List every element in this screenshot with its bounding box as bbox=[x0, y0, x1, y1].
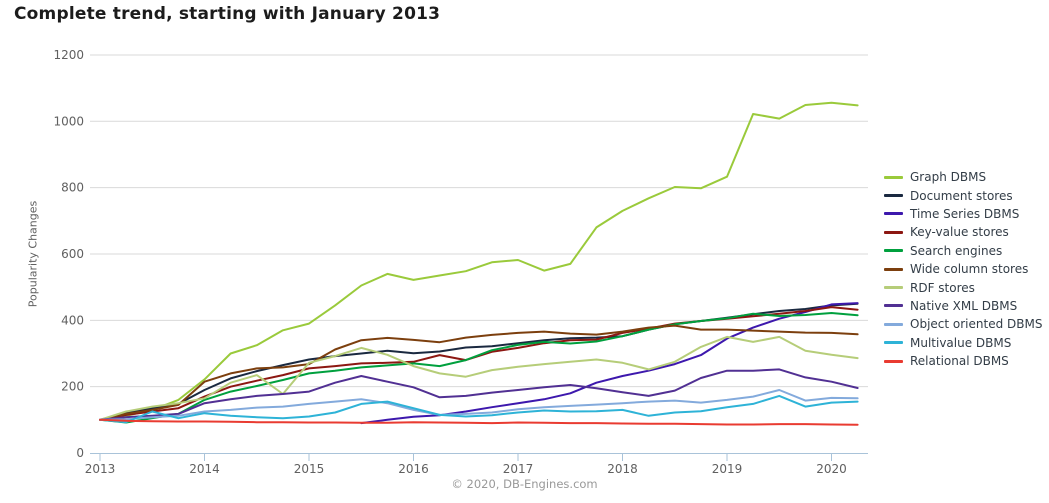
x-tick-label: 2017 bbox=[503, 462, 534, 476]
y-tick-label: 1200 bbox=[53, 48, 84, 62]
legend-label: Relational DBMS bbox=[910, 354, 1009, 369]
series-line-key-value-stores[interactable] bbox=[99, 306, 859, 421]
series-line-graph-dbms[interactable] bbox=[99, 101, 859, 421]
legend-label: Multivalue DBMS bbox=[910, 335, 1012, 350]
series-line-wide-column-stores[interactable] bbox=[99, 324, 859, 421]
legend-item-rdf-stores[interactable]: RDF stores bbox=[884, 278, 1042, 296]
legend-label: Search engines bbox=[910, 243, 1003, 258]
legend-swatch-relational-dbms bbox=[884, 359, 903, 363]
legend-swatch-key-value-stores bbox=[884, 230, 903, 234]
legend-swatch-time-series-dbms bbox=[884, 212, 903, 216]
x-tick-label: 2013 bbox=[85, 462, 116, 476]
legend-swatch-object-oriented-dbms bbox=[884, 322, 903, 326]
legend-swatch-multivalue-dbms bbox=[884, 341, 903, 345]
series-line-rdf-stores[interactable] bbox=[99, 335, 859, 421]
x-tick-label: 2019 bbox=[712, 462, 743, 476]
legend-label: Wide column stores bbox=[910, 262, 1029, 277]
series-line-native-xml-dbms[interactable] bbox=[99, 368, 859, 421]
x-tick-label: 2018 bbox=[607, 462, 638, 476]
legend-swatch-document-stores bbox=[884, 194, 903, 198]
y-tick-label: 600 bbox=[61, 247, 84, 261]
series-line-time-series-dbms[interactable] bbox=[360, 302, 859, 425]
legend-label: Graph DBMS bbox=[910, 170, 987, 185]
x-tick-label: 2015 bbox=[294, 462, 325, 476]
legend-item-multivalue-dbms[interactable]: Multivalue DBMS bbox=[884, 334, 1042, 352]
series-line-multivalue-dbms[interactable] bbox=[99, 394, 859, 424]
legend: Graph DBMS Document stores Time Series DBM… bbox=[884, 168, 1042, 370]
legend-label: RDF stores bbox=[910, 280, 975, 295]
chart-title: Complete trend, starting with January 20… bbox=[14, 4, 441, 24]
legend-item-object-oriented-dbms[interactable]: Object oriented DBMS bbox=[884, 315, 1042, 333]
series-line-search-engines[interactable] bbox=[99, 312, 859, 424]
legend-label: Document stores bbox=[910, 188, 1013, 203]
legend-label: Time Series DBMS bbox=[910, 206, 1020, 221]
legend-swatch-rdf-stores bbox=[884, 286, 903, 290]
legend-swatch-graph-dbms bbox=[884, 175, 903, 179]
legend-swatch-search-engines bbox=[884, 249, 903, 253]
y-axis-title: Popularity Changes bbox=[26, 200, 40, 308]
y-tick-label: 1000 bbox=[53, 114, 84, 128]
legend-item-time-series-dbms[interactable]: Time Series DBMS bbox=[884, 205, 1042, 223]
series-line-relational-dbms[interactable] bbox=[99, 418, 859, 426]
legend-item-key-value-stores[interactable]: Key-value stores bbox=[884, 223, 1042, 241]
legend-item-search-engines[interactable]: Search engines bbox=[884, 242, 1042, 260]
x-tick-label: 2014 bbox=[189, 462, 220, 476]
legend-item-wide-column-stores[interactable]: Wide column stores bbox=[884, 260, 1042, 278]
legend-label: Object oriented DBMS bbox=[910, 317, 1043, 332]
legend-label: Native XML DBMS bbox=[910, 298, 1018, 313]
y-tick-label: 400 bbox=[61, 313, 84, 327]
legend-swatch-wide-column-stores bbox=[884, 267, 903, 271]
series-line-object-oriented-dbms[interactable] bbox=[99, 389, 859, 421]
legend-item-document-stores[interactable]: Document stores bbox=[884, 186, 1042, 204]
x-tick-label: 2016 bbox=[398, 462, 429, 476]
legend-item-relational-dbms[interactable]: Relational DBMS bbox=[884, 352, 1042, 370]
y-tick-label: 800 bbox=[61, 181, 84, 195]
legend-label: Key-value stores bbox=[910, 225, 1009, 240]
y-tick-label: 0 bbox=[76, 446, 84, 460]
legend-swatch-native-xml-dbms bbox=[884, 304, 903, 308]
copyright-note: © 2020, DB-Engines.com bbox=[451, 477, 598, 491]
legend-item-graph-dbms[interactable]: Graph DBMS bbox=[884, 168, 1042, 186]
y-tick-label: 200 bbox=[61, 380, 84, 394]
x-tick-label: 2020 bbox=[816, 462, 847, 476]
legend-item-native-xml-dbms[interactable]: Native XML DBMS bbox=[884, 297, 1042, 315]
